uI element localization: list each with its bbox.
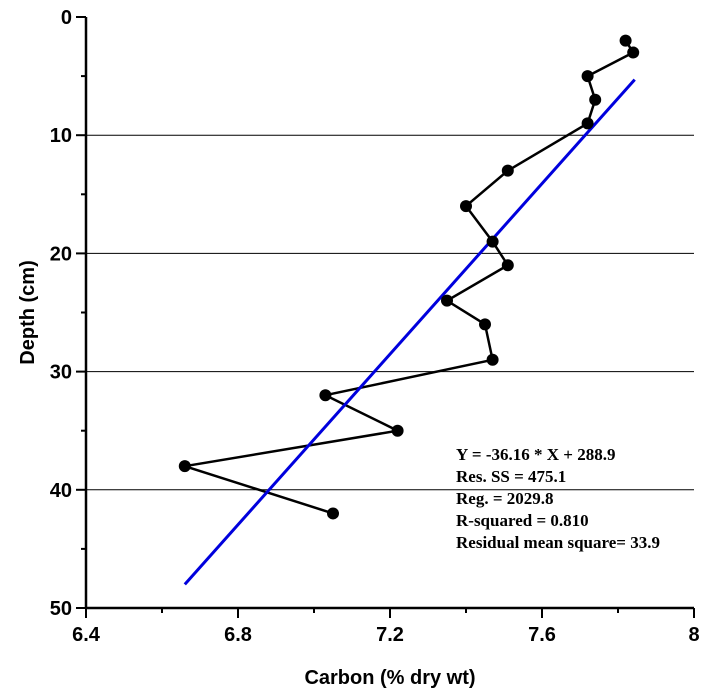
data-point bbox=[178, 460, 191, 473]
data-point bbox=[327, 507, 339, 520]
data-point bbox=[619, 34, 632, 47]
x-tick-label: 7.6 bbox=[528, 624, 556, 646]
regression-annotation: Res. SS = 475.1 bbox=[456, 467, 566, 486]
data-point bbox=[460, 200, 472, 213]
y-axis-title: Depth (cm) bbox=[17, 260, 39, 364]
x-tick-label: 6.8 bbox=[224, 624, 252, 646]
data-point bbox=[501, 259, 514, 272]
y-tick-label: 10 bbox=[50, 125, 72, 147]
x-tick-label: 8 bbox=[688, 624, 699, 646]
regression-annotation: Reg. = 2029.8 bbox=[456, 489, 554, 508]
data-point bbox=[441, 294, 453, 307]
data-point bbox=[486, 353, 499, 366]
data-point bbox=[501, 164, 514, 177]
x-tick-label: 6.4 bbox=[72, 624, 101, 646]
data-point bbox=[589, 93, 602, 106]
data-point bbox=[479, 318, 491, 331]
data-point bbox=[486, 235, 499, 248]
y-tick-label: 30 bbox=[50, 362, 72, 384]
data-point bbox=[391, 424, 404, 437]
x-tick-label: 7.2 bbox=[376, 624, 404, 646]
regression-annotation: R-squared = 0.810 bbox=[456, 511, 589, 530]
y-tick-label: 50 bbox=[50, 598, 72, 620]
regression-annotation: Y = -36.16 * X + 288.9 bbox=[456, 445, 615, 464]
data-point bbox=[581, 117, 594, 130]
data-point bbox=[319, 389, 332, 402]
y-tick-label: 0 bbox=[61, 7, 72, 29]
regression-annotation: Residual mean square= 33.9 bbox=[456, 533, 660, 552]
x-axis-title: Carbon (% dry wt) bbox=[304, 667, 475, 689]
carbon-profile-line bbox=[184, 39, 635, 515]
gridlines bbox=[86, 134, 694, 491]
y-tick-label: 20 bbox=[50, 243, 72, 265]
y-tick-label: 40 bbox=[50, 480, 72, 502]
data-point bbox=[627, 46, 640, 59]
axes bbox=[76, 16, 695, 618]
series-layer bbox=[178, 34, 640, 586]
data-point bbox=[581, 70, 594, 83]
regression-line bbox=[183, 78, 636, 586]
labels-layer: 0 10 20 30 40 506.4 6.8 7.2 7.6 8 Y = -36.16 * X +… bbox=[50, 7, 700, 646]
